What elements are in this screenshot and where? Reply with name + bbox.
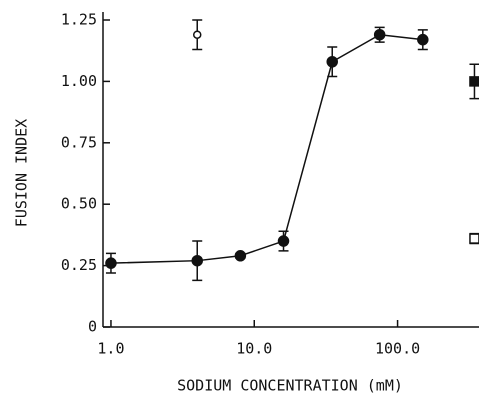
y-tick-label: 1.25 <box>61 11 97 29</box>
x-tick-label: 1.0 <box>97 340 124 358</box>
series-line <box>110 33 423 264</box>
marker <box>277 235 290 247</box>
marker <box>469 76 479 87</box>
y-axis-title: FUSION INDEX <box>13 119 31 227</box>
y-tick-label: 0.25 <box>61 256 97 274</box>
y-tick-label: 0.50 <box>61 195 97 213</box>
marker <box>105 257 117 269</box>
marker <box>192 30 202 39</box>
marker <box>417 33 429 46</box>
marker <box>326 56 338 68</box>
y-tick-label: 0 <box>88 318 97 336</box>
marker <box>373 28 386 41</box>
x-axis-title: SODIUM CONCENTRATION (mM) <box>177 377 403 395</box>
marker <box>469 233 479 244</box>
x-tick-label: 10.0 <box>236 340 272 358</box>
marker <box>234 250 247 262</box>
y-tick-label: 0.75 <box>61 133 97 151</box>
x-tick-label: 100.0 <box>375 340 420 358</box>
marker <box>191 254 203 267</box>
y-tick-label: 1.00 <box>61 72 97 90</box>
